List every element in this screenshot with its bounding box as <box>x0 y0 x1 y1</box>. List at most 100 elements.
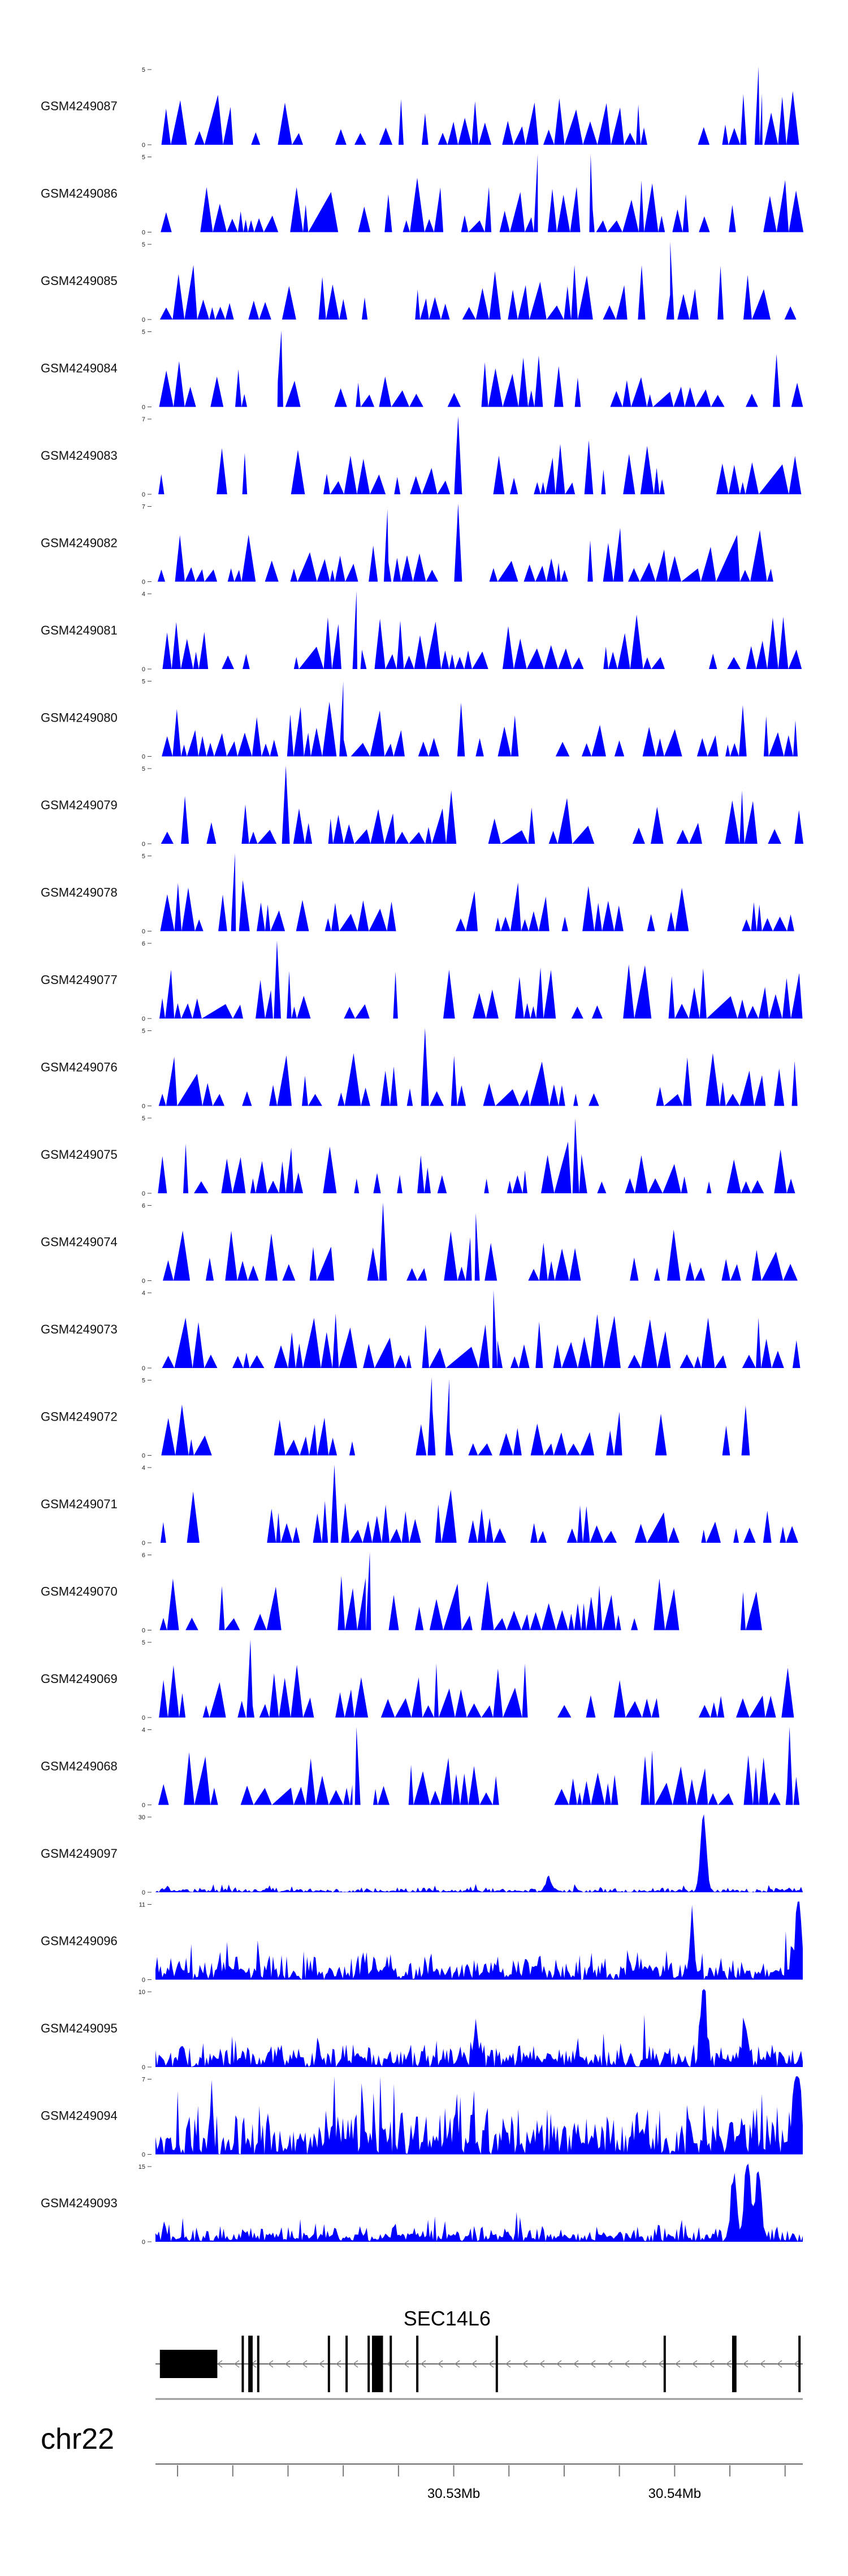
strand-arrow <box>267 2360 274 2368</box>
coverage-area-GSM4249086 <box>155 154 804 232</box>
track-label-GSM4249076: GSM4249076 <box>41 1060 118 1075</box>
y-tick-zero: 0 <box>142 1365 145 1372</box>
y-tick-max: 4 <box>142 1465 145 1472</box>
coverage-area-GSM4249096 <box>155 1901 803 1980</box>
y-tick-zero: 0 <box>142 2064 145 2071</box>
y-tick-zero: 0 <box>142 754 145 761</box>
y-tick-zero: 0 <box>142 1977 145 1984</box>
track-label-GSM4249069: GSM4249069 <box>41 1672 118 1686</box>
y-tick-max: 30 <box>139 1814 145 1821</box>
gene-exon <box>390 2336 392 2392</box>
coverage-area-GSM4249083 <box>155 416 809 494</box>
strand-arrow <box>217 2360 223 2368</box>
y-tick-zero: 0 <box>142 1715 145 1721</box>
track-label-GSM4249093: GSM4249093 <box>41 2196 118 2210</box>
strand-arrow <box>454 2360 460 2368</box>
strand-arrow <box>793 2360 799 2368</box>
strand-arrow <box>522 2360 528 2368</box>
strand-arrow <box>674 2360 681 2368</box>
gene-exon <box>248 2336 253 2392</box>
y-tick-max: 5 <box>142 67 145 74</box>
y-tick-zero: 0 <box>142 841 145 848</box>
y-tick-zero: 0 <box>142 1190 145 1197</box>
coverage-area-GSM4249070 <box>155 1552 824 1630</box>
gene-exon <box>367 2336 370 2392</box>
gene-exon <box>416 2336 419 2392</box>
coverage-area-GSM4249077 <box>155 940 803 1019</box>
y-tick-zero: 0 <box>142 666 145 673</box>
coverage-area-GSM4249087 <box>155 67 803 145</box>
genome-axis-label: 30.53Mb <box>427 2486 480 2501</box>
strand-arrow <box>403 2360 409 2368</box>
y-tick-zero: 0 <box>142 1016 145 1022</box>
y-tick-max: 5 <box>142 1639 145 1646</box>
coverage-area-GSM4249085 <box>155 241 825 320</box>
coverage-area-GSM4249095 <box>155 1989 803 2067</box>
coverage-area-GSM4249094 <box>155 2076 803 2155</box>
gene-exon <box>159 2350 218 2378</box>
y-tick-max: 5 <box>142 679 145 685</box>
y-tick-max: 5 <box>142 766 145 773</box>
track-label-GSM4249075: GSM4249075 <box>41 1147 118 1162</box>
track-label-GSM4249086: GSM4249086 <box>41 187 118 201</box>
strand-arrow <box>471 2360 477 2368</box>
coverage-area-GSM4249069 <box>155 1639 803 1718</box>
y-tick-max: 4 <box>142 1727 145 1734</box>
y-tick-max: 11 <box>139 1902 145 1909</box>
y-tick-max: 15 <box>139 2164 145 2171</box>
strand-arrow <box>318 2360 325 2368</box>
gene-exon <box>327 2336 330 2392</box>
strand-arrow <box>233 2360 240 2368</box>
gene-exon <box>495 2336 498 2392</box>
genome-axis-label: 30.54Mb <box>648 2486 701 2501</box>
y-tick-max: 5 <box>142 853 145 860</box>
strand-arrow <box>759 2360 765 2368</box>
y-tick-zero: 0 <box>142 2152 145 2159</box>
y-tick-max: 4 <box>142 1290 145 1297</box>
strand-arrow <box>641 2360 647 2368</box>
strand-arrow <box>624 2360 630 2368</box>
strand-arrow <box>505 2360 511 2368</box>
strand-arrow <box>539 2360 545 2368</box>
track-label-GSM4249097: GSM4249097 <box>41 1846 118 1861</box>
coverage-area-GSM4249093 <box>155 2164 803 2242</box>
y-tick-max: 10 <box>139 1989 145 1996</box>
gene-exon <box>241 2336 244 2392</box>
y-tick-zero: 0 <box>142 317 145 323</box>
gene-exon <box>663 2336 666 2392</box>
strand-arrow <box>335 2360 341 2368</box>
y-tick-zero: 0 <box>142 1278 145 1285</box>
strand-arrow <box>657 2360 664 2368</box>
strand-arrow <box>420 2360 426 2368</box>
y-tick-max: 5 <box>142 241 145 248</box>
strand-arrow <box>556 2360 562 2368</box>
coverage-area-GSM4249073 <box>155 1290 803 1368</box>
gene-name: SEC14L6 <box>404 2307 491 2330</box>
coverage-area-GSM4249068 <box>155 1727 808 1805</box>
y-tick-zero: 0 <box>142 1103 145 1110</box>
y-tick-zero: 0 <box>142 929 145 935</box>
track-label-GSM4249082: GSM4249082 <box>41 536 118 550</box>
y-tick-zero: 0 <box>142 579 145 586</box>
y-tick-max: 5 <box>142 1378 145 1384</box>
y-tick-zero: 0 <box>142 1628 145 1634</box>
y-tick-zero: 0 <box>142 142 145 149</box>
coverage-area-GSM4249080 <box>155 681 804 757</box>
strand-arrow <box>488 2360 494 2368</box>
y-tick-max: 5 <box>142 1028 145 1035</box>
y-tick-zero: 0 <box>142 2239 145 2246</box>
track-label-GSM4249077: GSM4249077 <box>41 973 118 987</box>
track-label-GSM4249081: GSM4249081 <box>41 623 118 637</box>
track-label-GSM4249078: GSM4249078 <box>41 886 118 900</box>
track-label-GSM4249094: GSM4249094 <box>41 2109 118 2123</box>
gene-exon <box>345 2336 348 2392</box>
y-tick-zero: 0 <box>142 1802 145 1809</box>
y-tick-zero: 0 <box>142 230 145 236</box>
strand-arrow <box>573 2360 579 2368</box>
track-label-GSM4249080: GSM4249080 <box>41 711 118 725</box>
coverage-area-GSM4249071 <box>155 1465 803 1543</box>
coverage-area-GSM4249072 <box>155 1377 810 1456</box>
y-tick-zero: 0 <box>142 1540 145 1547</box>
track-label-GSM4249073: GSM4249073 <box>41 1322 118 1336</box>
